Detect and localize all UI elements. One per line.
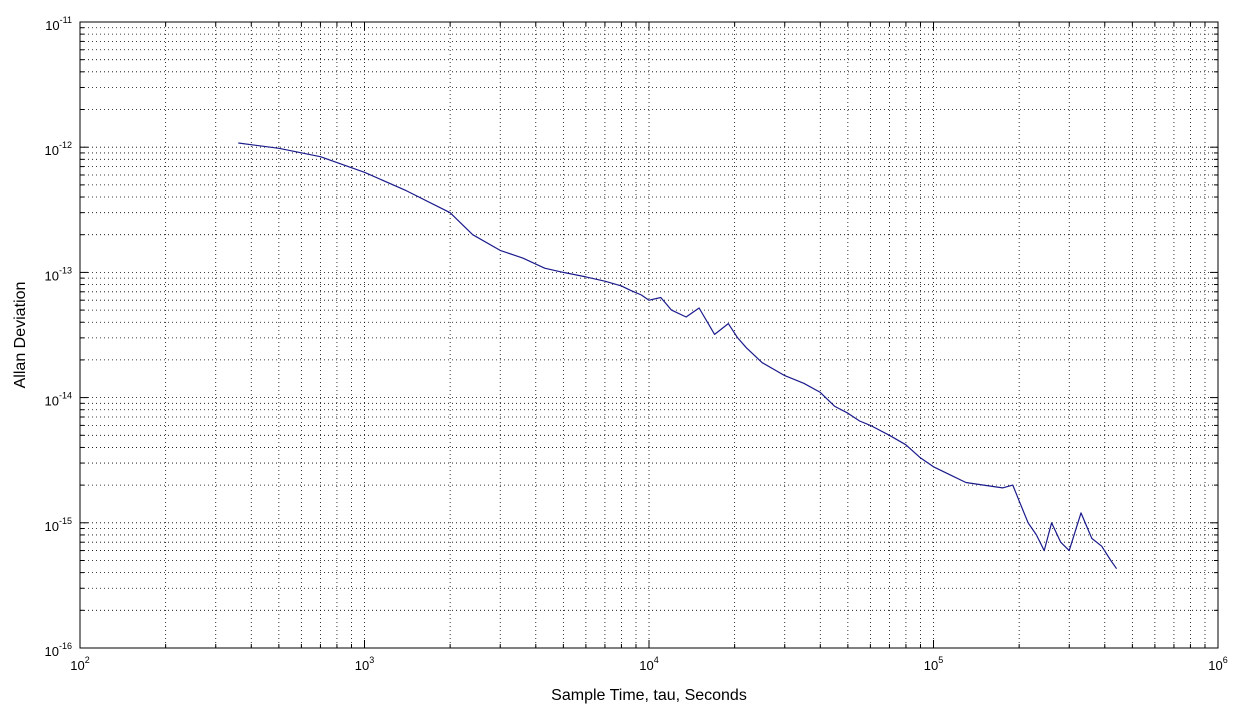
tick-exponent: -11 (60, 15, 72, 25)
series-line (238, 142, 1118, 570)
y-tick-label: 10-11 (45, 15, 72, 33)
tick-exponent: 2 (85, 655, 90, 665)
tick-marks (80, 22, 1218, 648)
x-axis-tick-labels: 102 103 104 105 106 (70, 655, 1227, 673)
tick-base: 10 (1208, 658, 1222, 673)
tick-exponent: -13 (59, 265, 72, 275)
grid-lines (80, 22, 1218, 648)
x-tick-label: 106 (1208, 655, 1227, 673)
plot-frame (79, 21, 1219, 649)
tick-exponent: -14 (59, 391, 72, 401)
y-tick-label: 10-15 (45, 516, 72, 534)
tick-base: 10 (45, 143, 59, 158)
data-series (238, 142, 1118, 570)
x-tick-label: 102 (70, 655, 89, 673)
tick-base: 10 (70, 658, 84, 673)
x-tick-label: 103 (355, 655, 374, 673)
tick-exponent: -15 (59, 516, 72, 526)
tick-base: 10 (45, 394, 59, 409)
tick-base: 10 (45, 268, 59, 283)
y-tick-label: 10-13 (45, 265, 72, 283)
tick-exponent: 6 (1223, 655, 1228, 665)
y-tick-label: 10-14 (45, 391, 72, 409)
tick-base: 10 (639, 658, 653, 673)
tick-base: 10 (45, 519, 59, 534)
x-tick-label: 105 (924, 655, 943, 673)
x-tick-label: 104 (639, 655, 658, 673)
y-tick-label: 10-16 (45, 641, 72, 659)
y-axis-title: Allan Deviation (12, 282, 29, 389)
y-tick-label: 10-12 (45, 140, 72, 158)
tick-exponent: 3 (369, 655, 374, 665)
tick-exponent: 5 (938, 655, 943, 665)
tick-exponent: -12 (59, 140, 72, 150)
tick-exponent: -16 (59, 641, 72, 651)
tick-base: 10 (924, 658, 938, 673)
tick-base: 10 (45, 18, 59, 33)
tick-base: 10 (355, 658, 369, 673)
tick-base: 10 (45, 644, 59, 659)
tick-exponent: 4 (654, 655, 659, 665)
x-axis-title: Sample Time, tau, Seconds (551, 687, 747, 704)
